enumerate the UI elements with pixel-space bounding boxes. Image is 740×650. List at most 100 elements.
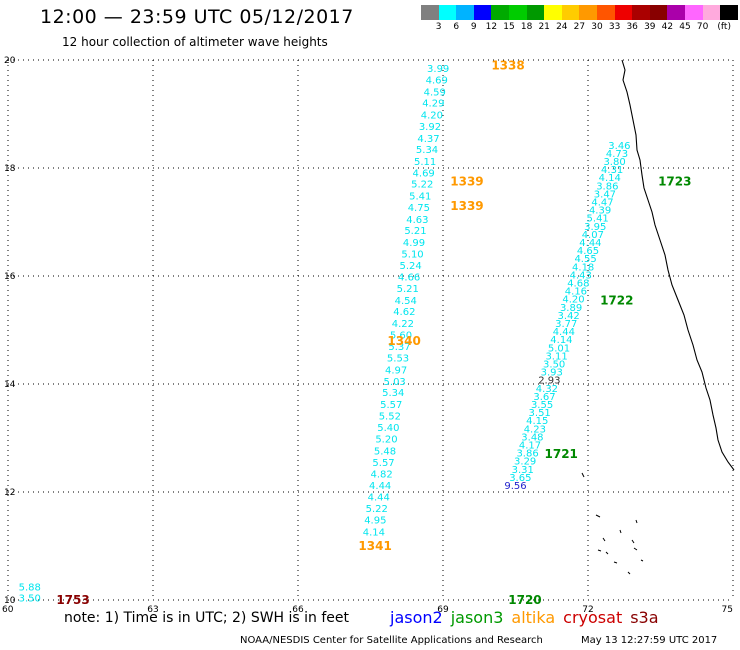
- wave-height-label: 3.48: [521, 432, 543, 443]
- colorbar-swatch: [491, 5, 509, 20]
- colorbar-label: 36: [626, 22, 638, 32]
- wave-height-label: 3.99: [427, 64, 449, 75]
- page-subtitle: 12 hour collection of altimeter wave hei…: [62, 35, 328, 49]
- wave-height-label: 3.50: [543, 359, 565, 370]
- wave-height-label: 3.46: [608, 141, 630, 152]
- colorbar-swatch: [526, 5, 545, 20]
- wave-height-colorbar: [421, 5, 738, 20]
- legend-item-jason2: jason2: [390, 608, 443, 627]
- wave-height-label: 4.55: [574, 254, 596, 265]
- wave-height-label: 5.41: [587, 214, 609, 225]
- wave-height-label: 5.88: [19, 583, 41, 594]
- wave-height-label: 5.41: [409, 192, 431, 203]
- wave-height-label: 5.34: [382, 388, 404, 399]
- wave-height-label: 5.22: [411, 180, 433, 191]
- wave-height-label: 5.21: [404, 226, 426, 237]
- wave-height-label: 5.40: [377, 423, 399, 434]
- colorbar-label: 27: [573, 22, 586, 32]
- colorbar-swatch: [473, 5, 492, 20]
- legend-item-cryosat: cryosat: [563, 608, 623, 627]
- wave-height-label: 3.93: [541, 368, 563, 379]
- colorbar-swatch: [561, 5, 580, 20]
- colorbar-label: 24: [556, 22, 568, 32]
- pass-time-label: 1339: [450, 199, 483, 213]
- wave-height-label: 4.14: [599, 173, 621, 184]
- wave-height-label: 3.92: [419, 122, 441, 133]
- source-credit: NOAA/NESDIS Center for Satellite Applica…: [240, 635, 543, 646]
- x-tick-label: 60: [2, 605, 14, 615]
- wave-height-label: 3.67: [533, 392, 555, 403]
- wave-height-label: 4.66: [398, 273, 420, 284]
- wave-height-label: 4.32: [536, 384, 558, 395]
- wave-height-label: 3.42: [558, 311, 580, 322]
- wave-height-label: 3.89: [560, 303, 582, 314]
- wave-height-label: 4.65: [577, 246, 599, 257]
- wave-height-label: 4.99: [403, 238, 425, 249]
- colorbar-swatch: [614, 5, 633, 20]
- wave-height-label: 4.59: [424, 87, 446, 98]
- wave-height-label: 3.65: [509, 473, 531, 484]
- pass-time-label: 1339: [450, 175, 483, 189]
- generated-timestamp: May 13 12:27:59 UTC 2017: [581, 635, 718, 646]
- y-tick-label: 18: [4, 164, 16, 174]
- colorbar-label: 45: [679, 22, 691, 32]
- wave-height-label: 3.50: [19, 593, 41, 604]
- wave-height-label: 4.15: [526, 416, 548, 427]
- colorbar-swatch: [596, 5, 615, 20]
- wave-height-label: 4.69: [426, 75, 448, 86]
- colorbar-swatch: [667, 5, 685, 20]
- pass-time-label: 1341: [358, 539, 391, 553]
- wave-height-label: 4.54: [395, 296, 417, 307]
- wave-height-label: 3.55: [531, 400, 553, 411]
- satellite-legend: jason2 jason3 altika cryosat s3a: [390, 608, 667, 627]
- wave-height-label: 5.11: [414, 157, 436, 168]
- wave-height-label: 4.37: [417, 134, 439, 145]
- wave-height-label: 4.20: [562, 295, 584, 306]
- x-tick-label: 72: [582, 605, 593, 615]
- wave-height-label: 3.51: [529, 408, 551, 419]
- y-tick-label: 10: [4, 596, 16, 606]
- wave-height-label: 5.03: [384, 377, 406, 388]
- colorbar-label: 39: [644, 22, 656, 32]
- x-tick-label: 69: [437, 605, 449, 615]
- wave-height-label: 4.14: [550, 335, 572, 346]
- colorbar-swatch: [544, 5, 562, 20]
- colorbar-label: 18: [520, 22, 533, 32]
- pass-time-label: 1722: [600, 293, 633, 307]
- wave-height-label: 4.31: [601, 165, 623, 176]
- wave-height-label: 2.93: [538, 376, 560, 387]
- wave-height-label: 3.80: [603, 157, 625, 168]
- wave-height-label: 3.11: [545, 351, 567, 362]
- page-title: 12:00 — 23:59 UTC 05/12/2017: [40, 6, 354, 28]
- x-tick-label: 75: [722, 605, 733, 615]
- colorbar-swatch: [649, 5, 668, 20]
- wave-height-label: 3.29: [514, 457, 536, 468]
- wave-height-label: 4.47: [591, 197, 613, 208]
- wave-height-label: 5.10: [401, 249, 423, 260]
- wave-height-label: 4.29: [422, 99, 444, 110]
- wave-height-label: 4.69: [413, 168, 435, 179]
- colorbar-label: 21: [538, 22, 550, 32]
- wave-height-label: 5.34: [416, 145, 438, 156]
- wave-height-label: 5.53: [387, 354, 409, 365]
- wave-height-label: 9.56: [504, 481, 526, 492]
- wave-height-label: 5.60: [390, 330, 412, 341]
- coastline-path: [621, 59, 735, 471]
- wave-height-label: 4.82: [370, 470, 392, 481]
- colorbar-label: 9: [470, 22, 477, 32]
- wave-height-label: 4.75: [408, 203, 430, 214]
- pass-time-label: 1753: [56, 593, 89, 607]
- legend-item-altika: altika: [511, 608, 556, 627]
- y-tick-label: 20: [4, 56, 16, 66]
- wave-height-label: 4.18: [572, 262, 594, 273]
- colorbar-label: 42: [661, 22, 674, 32]
- colorbar-label: 15: [503, 22, 515, 32]
- wave-height-label: 5.52: [379, 411, 401, 422]
- axis-tick-labels: 60 63 66 69 72 75 10 12 14 16 18 20: [2, 56, 733, 615]
- wave-height-label: 5.37: [388, 342, 410, 353]
- legend-item-s3a: s3a: [630, 608, 659, 627]
- wave-height-label: 5.22: [366, 504, 388, 515]
- coastline: [581, 59, 735, 575]
- colorbar-swatch: [421, 5, 439, 20]
